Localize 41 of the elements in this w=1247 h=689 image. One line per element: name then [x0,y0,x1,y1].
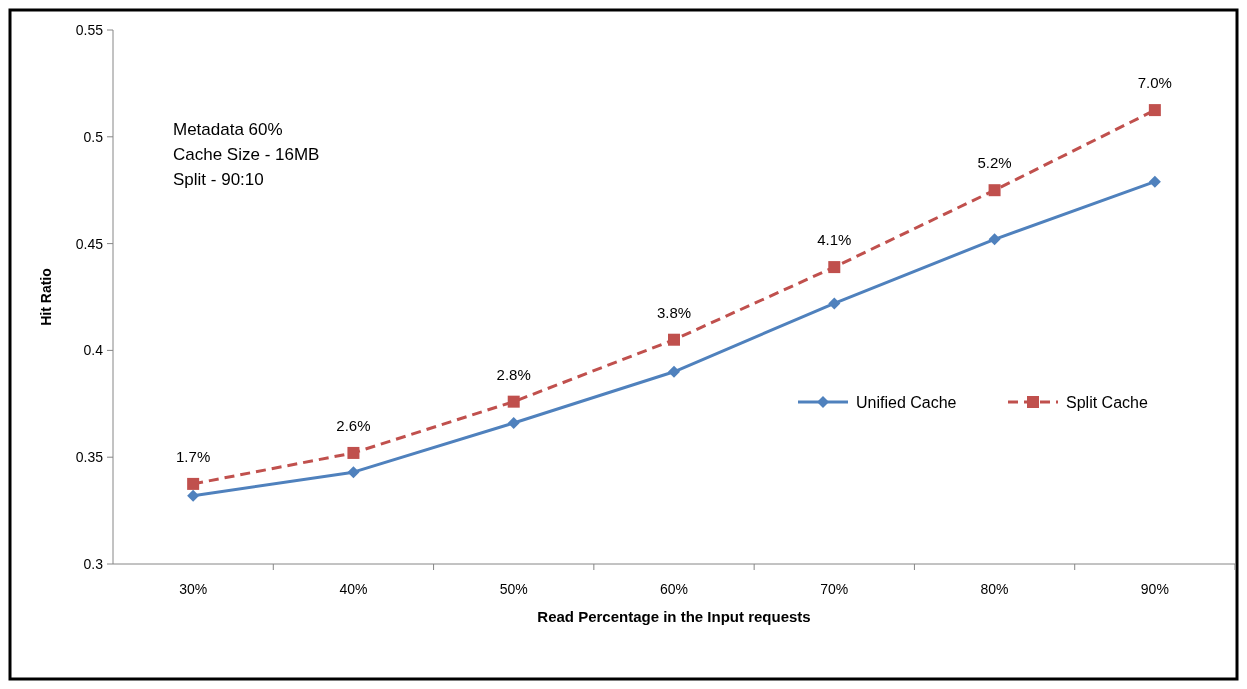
point [828,297,841,310]
point [347,466,360,479]
point [668,365,680,378]
point [187,489,200,502]
y-tick-label: 0.5 [83,128,104,145]
y-tick-label: 0.35 [75,449,104,466]
point [988,233,1001,246]
point [828,261,841,274]
annotation: 2.8% [496,365,531,383]
y-tick-label: 0.45 [75,235,104,252]
point [507,395,520,408]
y-tick-label: 0.55 [75,21,104,38]
point [1148,104,1161,117]
point [1148,175,1161,188]
y-axis-title: Hit Ratio [38,268,54,326]
x-tick-label: 40% [339,581,368,597]
point [507,417,520,430]
point [668,333,680,346]
x-tick-label: 70% [820,581,849,597]
annotation: Split - 90:10 [173,170,264,189]
annotation: 3.8% [656,303,692,321]
x-tick-label: 90% [1140,581,1169,597]
x-tick-label: 30% [179,581,208,597]
annotation: Cache Size - 16MB [173,145,320,164]
annotation: 7.0% [1137,74,1172,92]
point [988,184,1001,197]
y-tick-label: 0.4 [83,342,104,359]
x-tick-label: 60% [659,581,689,597]
annotation: Metadata 60% [173,120,283,139]
annotation: 5.2% [977,154,1012,172]
legend-label: Unified Cache [856,393,957,411]
x-tick-label: 50% [499,581,528,597]
annotation: 4.1% [817,231,852,249]
annotation: 2.6% [336,416,371,434]
annotation: 1.7% [176,447,211,465]
point [347,446,360,459]
legend-label: Split Cache [1066,393,1148,411]
point [187,477,200,490]
x-axis-title: Read Percentage in the Input requests [537,608,811,625]
x-tick-label: 80% [980,581,1009,597]
y-tick-label: 0.3 [83,555,104,572]
